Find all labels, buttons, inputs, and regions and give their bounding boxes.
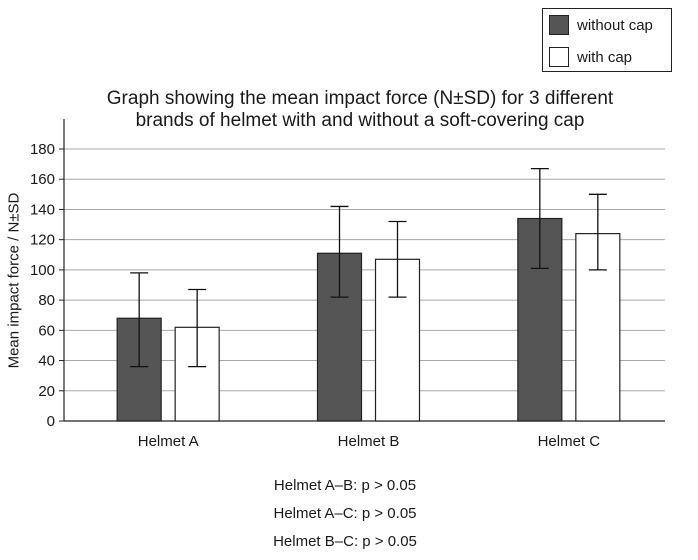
legend-item-without-cap: without cap [549,14,653,36]
note-b-c: Helmet B–C: p > 0.05 [273,533,417,550]
note-a-c: Helmet A–C: p > 0.05 [273,505,417,522]
y-axis-label: Mean impact force / N±SD [5,192,23,369]
x-tick-label: Helmet B [338,433,400,450]
legend: without cap with cap [542,8,672,72]
y-tick-label: 120 [30,232,55,249]
legend-swatch-with-cap [549,47,569,67]
x-tick-label: Helmet C [538,433,601,450]
y-tick-label: 0 [47,413,55,430]
legend-label-with-cap: with cap [577,48,633,66]
y-tick-label: 100 [30,262,55,279]
y-tick-label: 180 [30,141,55,158]
y-tick-label: 160 [30,171,55,188]
y-tick-label: 140 [30,201,55,218]
y-tick-label: 80 [38,292,55,309]
note-a-b: Helmet A–B: p > 0.05 [273,477,417,494]
chart-title-line-1: Graph showing the mean impact force (N±S… [106,88,614,109]
chart-title: Graph showing the mean impact force (N±S… [60,88,660,132]
legend-item-with-cap: with cap [549,46,632,68]
significance-notes: Helmet A–B: p > 0.05 Helmet A–C: p > 0.0… [200,476,490,560]
y-tick-label: 60 [38,322,55,339]
legend-swatch-without-cap [549,15,569,35]
legend-label-without-cap: without cap [577,16,653,34]
y-tick-label: 40 [38,353,55,370]
chart-title-line-2: brands of helmet with and without a soft… [135,110,585,131]
x-tick-label: Helmet A [138,433,199,450]
y-tick-label: 20 [38,383,55,400]
